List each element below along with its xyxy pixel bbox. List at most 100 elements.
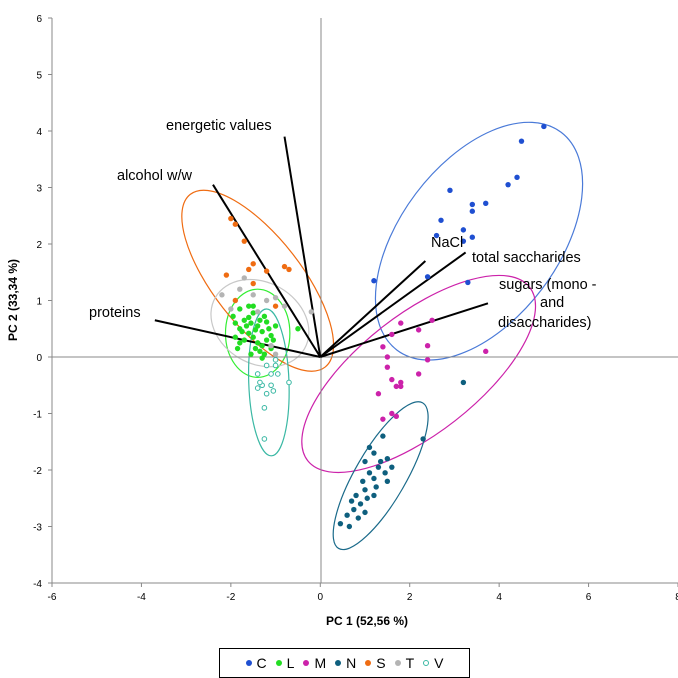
point-L [259, 343, 264, 348]
legend-marker-N [335, 660, 341, 666]
point-L [242, 337, 247, 342]
point-S [233, 222, 238, 227]
loading-label-alcohol: alcohol w/w [117, 168, 192, 184]
y-tick-label: 5 [36, 71, 42, 82]
point-C [470, 202, 475, 207]
point-V [255, 386, 260, 391]
point-T [309, 309, 314, 314]
legend-item-L: L [276, 655, 295, 671]
point-S [246, 267, 251, 272]
point-M [398, 320, 403, 325]
point-L [259, 329, 264, 334]
y-tick-label: 3 [36, 184, 42, 195]
point-N [389, 464, 394, 469]
point-N [373, 484, 378, 489]
legend-label: V [434, 655, 443, 671]
point-N [353, 493, 358, 498]
point-S [264, 268, 269, 273]
point-L [246, 315, 251, 320]
x-tick-label: -2 [226, 592, 235, 603]
point-C [461, 227, 466, 232]
legend-label: C [257, 655, 267, 671]
x-tick-label: 2 [407, 592, 413, 603]
loading-label-sugars-line3: disaccharides) [498, 315, 592, 331]
point-L [271, 337, 276, 342]
legend-label: S [376, 655, 385, 671]
point-L [264, 319, 269, 324]
point-M [380, 344, 385, 349]
point-S [233, 298, 238, 303]
point-N [362, 510, 367, 515]
point-V [269, 372, 274, 377]
point-T [251, 292, 256, 297]
point-T [264, 298, 269, 303]
point-T [237, 287, 242, 292]
loading-vector [285, 137, 321, 357]
point-S [282, 264, 287, 269]
point-C [470, 235, 475, 240]
point-N [371, 450, 376, 455]
legend-marker-M [303, 660, 309, 666]
legend-marker-L [276, 660, 282, 666]
point-T [255, 309, 260, 314]
point-N [358, 501, 363, 506]
loading-vector [320, 261, 425, 357]
point-N [356, 515, 361, 520]
point-M [416, 371, 421, 376]
legend-item-M: M [303, 655, 326, 671]
y-tick-label: 2 [36, 240, 42, 251]
legend-marker-S [365, 660, 371, 666]
point-M [389, 332, 394, 337]
point-L [235, 346, 240, 351]
legend-item-T: T [395, 655, 415, 671]
point-L [264, 337, 269, 342]
point-C [470, 209, 475, 214]
y-tick-label: 4 [36, 127, 42, 138]
loading-label-energetic-values: energetic values [166, 118, 272, 134]
point-L [244, 323, 249, 328]
x-tick-label: -6 [48, 592, 57, 603]
point-V [255, 372, 260, 377]
point-L [246, 331, 251, 336]
point-N [461, 380, 466, 385]
x-tick-label: 6 [586, 592, 592, 603]
point-N [365, 496, 370, 501]
loading-labels: energetic values alcohol w/w proteins Na… [89, 118, 597, 331]
point-L [273, 323, 278, 328]
point-T [273, 351, 278, 356]
point-N [347, 524, 352, 529]
point-M [389, 411, 394, 416]
y-tick-label: -1 [33, 410, 42, 421]
point-C [465, 280, 470, 285]
y-tick-label: 1 [36, 297, 42, 308]
point-T [219, 292, 224, 297]
point-L [233, 320, 238, 325]
point-S [251, 281, 256, 286]
point-C [425, 274, 430, 279]
point-V [262, 437, 267, 442]
legend-marker-C [246, 660, 252, 666]
point-L [257, 349, 262, 354]
point-L [233, 335, 238, 340]
point-N [376, 464, 381, 469]
point-N [367, 470, 372, 475]
loading-label-sugars-line1: sugars (mono - [499, 277, 597, 293]
point-V [264, 363, 269, 368]
point-N [385, 456, 390, 461]
y-tick-label: -2 [33, 466, 42, 477]
point-M [425, 357, 430, 362]
point-C [438, 218, 443, 223]
point-S [224, 272, 229, 277]
y-tick-label: 6 [36, 14, 42, 25]
point-L [266, 326, 271, 331]
point-C [541, 124, 546, 129]
point-L [262, 314, 267, 319]
loading-label-total-saccharides: total saccharides [472, 250, 581, 266]
ellipse-C [334, 85, 624, 398]
point-L [248, 320, 253, 325]
point-M [429, 318, 434, 323]
point-M [483, 349, 488, 354]
point-L [248, 351, 253, 356]
